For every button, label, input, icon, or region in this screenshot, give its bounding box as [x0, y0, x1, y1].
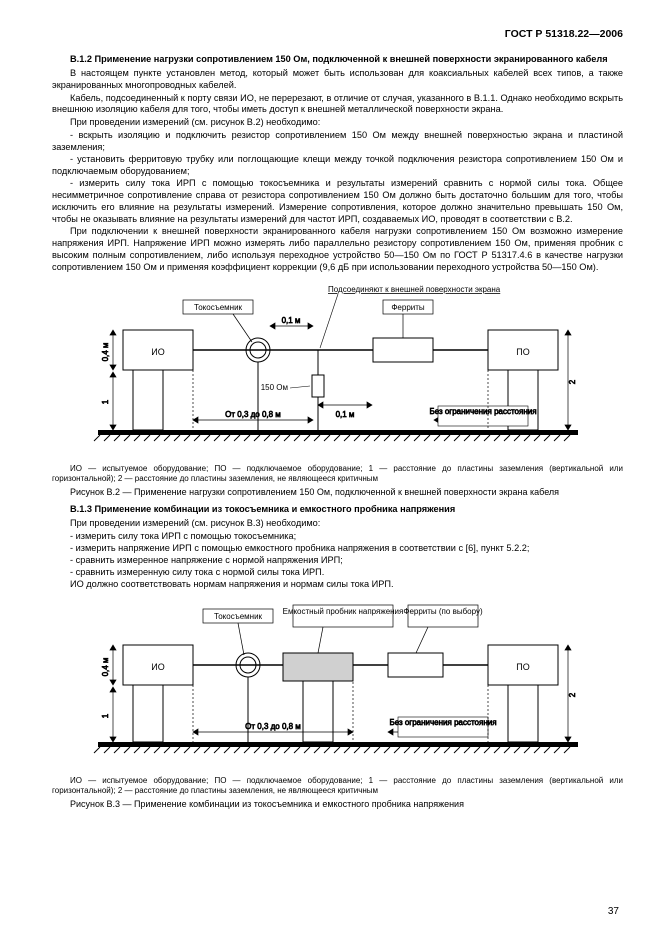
page: ГОСТ Р 51318.22—2006 В.1.2 Применение на… — [0, 0, 661, 936]
figure-b3-legend: ИО — испытуемое оборудование; ПО — подкл… — [52, 776, 623, 796]
para: При проведении измерений (см. рисунок В.… — [52, 518, 623, 530]
svg-text:150 Ом: 150 Ом — [260, 383, 287, 392]
para: ИО должно соответствовать нормам напряже… — [52, 579, 623, 591]
svg-text:Токосъемник: Токосъемник — [213, 612, 262, 621]
svg-text:Без ограничения расстояния: Без ограничения расстояния — [429, 407, 536, 416]
svg-text:ПО: ПО — [516, 347, 529, 357]
list-item: - сравнить измеренную силу тока с нормой… — [52, 567, 623, 579]
svg-text:Подсоединяют к внешней поверхн: Подсоединяют к внешней поверхности экран… — [328, 285, 501, 294]
figure-b2-legend: ИО — испытуемое оборудование; ПО — подкл… — [52, 464, 623, 484]
svg-text:Без ограничения расстояния: Без ограничения расстояния — [389, 718, 496, 727]
list-item: - установить ферритовую трубку или погло… — [52, 154, 623, 178]
svg-text:0,4 м: 0,4 м — [101, 342, 110, 361]
para: При подключении к внешней поверхности эк… — [52, 226, 623, 274]
doc-header: ГОСТ Р 51318.22—2006 — [52, 28, 623, 42]
list-item: - измерить силу тока ИРП с помощью токос… — [52, 531, 623, 543]
list-item: - сравнить измеренное напряжение с нормо… — [52, 555, 623, 567]
svg-text:ИО: ИО — [151, 347, 164, 357]
figure-b2: ИО ПО Токосъемник 150 Ом Ферр — [52, 280, 623, 460]
svg-text:0,1 м: 0,1 м — [281, 316, 300, 325]
svg-text:Ферриты: Ферриты — [391, 303, 425, 312]
figure-b3: ИО ПО Токосъемник Емкостный пробник напр… — [52, 597, 623, 772]
para: При проведении измерений (см. рисунок В.… — [52, 117, 623, 129]
figure-b3-svg: ИО ПО Токосъемник Емкостный пробник напр… — [88, 597, 588, 772]
svg-text:От 0,3 до 0,8 м: От 0,3 до 0,8 м — [245, 722, 301, 731]
svg-text:1: 1 — [101, 713, 110, 718]
list-item: - вскрыть изоляцию и подключить резистор… — [52, 130, 623, 154]
svg-text:2: 2 — [568, 379, 577, 384]
para: В настоящем пункте установлен метод, кот… — [52, 68, 623, 92]
svg-text:2: 2 — [568, 692, 577, 697]
svg-text:0,1 м: 0,1 м — [335, 410, 354, 419]
svg-text:От 0,3 до 0,8 м: От 0,3 до 0,8 м — [225, 410, 281, 419]
svg-text:0,4 м: 0,4 м — [101, 658, 110, 677]
svg-text:Токосъемник: Токосъемник — [193, 303, 242, 312]
svg-text:ИО: ИО — [151, 662, 164, 672]
section-b13-title: В.1.3 Применение комбинации из токосъемн… — [52, 504, 623, 516]
para: Кабель, подсоединенный к порту связи ИО,… — [52, 93, 623, 117]
figure-b2-svg: ИО ПО Токосъемник 150 Ом Ферр — [88, 280, 588, 460]
svg-text:ПО: ПО — [516, 662, 529, 672]
page-number: 37 — [608, 905, 619, 918]
svg-text:1: 1 — [101, 399, 110, 404]
list-item: - измерить силу тока ИРП с помощью токос… — [52, 178, 623, 226]
svg-text:Ферриты (по выбору): Ферриты (по выбору) — [403, 607, 483, 616]
svg-text:Емкостный пробник напряжения: Емкостный пробник напряжения — [282, 607, 403, 616]
figure-b3-caption: Рисунок В.3 — Применение комбинации из т… — [52, 799, 623, 811]
figure-b2-caption: Рисунок В.2 — Применение нагрузки сопрот… — [52, 487, 623, 499]
section-b12-title: В.1.2 Применение нагрузки сопротивлением… — [52, 54, 623, 66]
list-item: - измерить напряжение ИРП с помощью емко… — [52, 543, 623, 555]
